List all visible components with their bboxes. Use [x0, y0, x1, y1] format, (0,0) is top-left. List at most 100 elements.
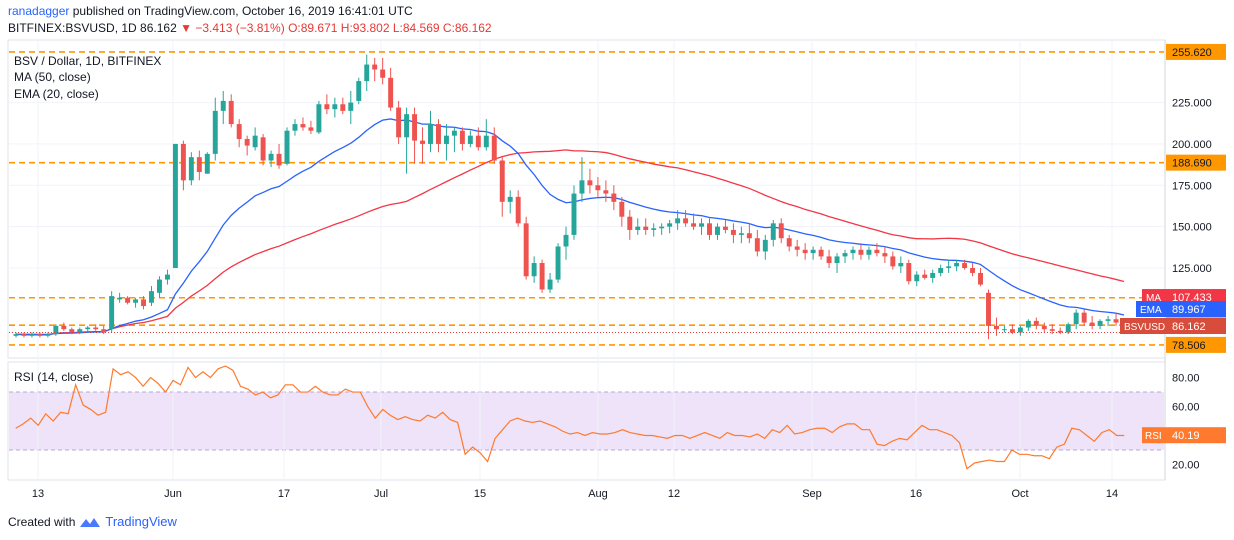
candle [826, 249, 832, 268]
candle [1033, 317, 1039, 330]
candle [164, 269, 170, 285]
candle [412, 107, 418, 164]
time-tick-label: 16 [910, 488, 922, 500]
candle [372, 57, 378, 82]
candle [268, 150, 274, 168]
candle [29, 332, 35, 338]
candle [659, 223, 665, 235]
candle [1113, 312, 1119, 326]
candle [396, 100, 402, 144]
candle [1081, 309, 1087, 326]
time-tick-label: Jul [374, 488, 388, 500]
candle [212, 97, 218, 161]
candle [730, 223, 736, 244]
candle [149, 286, 154, 307]
level-label: 188.690 [1172, 158, 1212, 170]
time-tick-label: Oct [1011, 488, 1028, 500]
candle [850, 246, 856, 260]
candle [627, 210, 633, 240]
candle [467, 130, 473, 148]
rsi-tick-label: 80.00 [1172, 373, 1200, 385]
candle [595, 177, 601, 197]
candle [962, 259, 968, 270]
candle [316, 100, 322, 135]
candle [483, 119, 489, 151]
candle [1089, 315, 1095, 330]
legend-ema: EMA (20, close) [14, 87, 99, 101]
candle [1041, 322, 1047, 333]
candle [986, 289, 991, 340]
candle [539, 259, 545, 293]
candle [746, 223, 752, 244]
badge-name: BSVUSD [1124, 322, 1165, 333]
time-axis[interactable]: 13 Jun 17 Jul 15 Aug 12 Sep 16 Oct 14 [32, 488, 1118, 500]
candle [443, 124, 449, 161]
candle [451, 127, 457, 153]
candle [802, 243, 808, 260]
candles [13, 54, 1127, 340]
candle [332, 97, 338, 118]
price-tick-label: 175.000 [1172, 180, 1212, 192]
rsi-badge-value: 40.19 [1172, 430, 1200, 442]
candle [946, 259, 952, 273]
candle [220, 91, 226, 125]
low-value: L:84.569 [392, 21, 440, 35]
candle [204, 152, 210, 174]
candle [922, 269, 928, 280]
rsi-band [9, 392, 1164, 450]
candle [236, 119, 242, 148]
candle [300, 117, 306, 131]
candle [834, 253, 840, 273]
candle [906, 259, 912, 285]
time-tick-label: 15 [474, 488, 486, 500]
grid-lines [9, 41, 1164, 479]
badge-name: MA [1146, 293, 1161, 304]
candle [635, 218, 641, 235]
candle [770, 220, 776, 247]
author-name[interactable]: ranadagger [8, 4, 70, 18]
candle [117, 292, 123, 303]
candle [579, 157, 585, 202]
candle [619, 196, 625, 227]
candle [978, 267, 983, 287]
tradingview-brand[interactable]: TradingView [105, 514, 177, 529]
value-badge-ema: EMA 89.967 [1136, 301, 1226, 317]
price-axis[interactable]: 225.000 200.000 175.000 150.000 125.000 255.6… [1120, 43, 1226, 471]
candle [388, 67, 394, 111]
candle [810, 246, 816, 260]
candle [515, 190, 521, 227]
candle [1017, 325, 1023, 336]
candle [228, 94, 234, 128]
candle [276, 143, 282, 169]
candle [898, 256, 904, 273]
candle [101, 325, 107, 335]
time-tick-label: 12 [668, 488, 680, 500]
candle [260, 134, 266, 166]
rsi-line [15, 365, 1125, 470]
symbol-label: BITFINEX:BSVUSD, 1D [8, 21, 137, 35]
rsi-value-badge: RSI 40.19 [1142, 427, 1226, 444]
candle [292, 119, 298, 136]
candle [21, 332, 27, 338]
legend-ma: MA (50, close) [14, 70, 91, 84]
candle [1025, 319, 1031, 331]
candle [244, 135, 250, 156]
candle [348, 91, 354, 125]
footer: Created with TradingView [8, 514, 177, 529]
candle [651, 223, 657, 237]
badge-value: 89.967 [1172, 304, 1206, 316]
candle [172, 143, 178, 268]
level-badge [1166, 154, 1226, 171]
candle [954, 259, 960, 272]
candle [77, 327, 83, 335]
candle [459, 127, 465, 151]
candle [754, 229, 760, 257]
candle [284, 127, 290, 166]
candle [61, 322, 67, 331]
candle [93, 324, 99, 331]
candle [858, 243, 864, 260]
level-badge [1166, 336, 1226, 353]
candle [356, 77, 362, 105]
candle [491, 127, 497, 164]
